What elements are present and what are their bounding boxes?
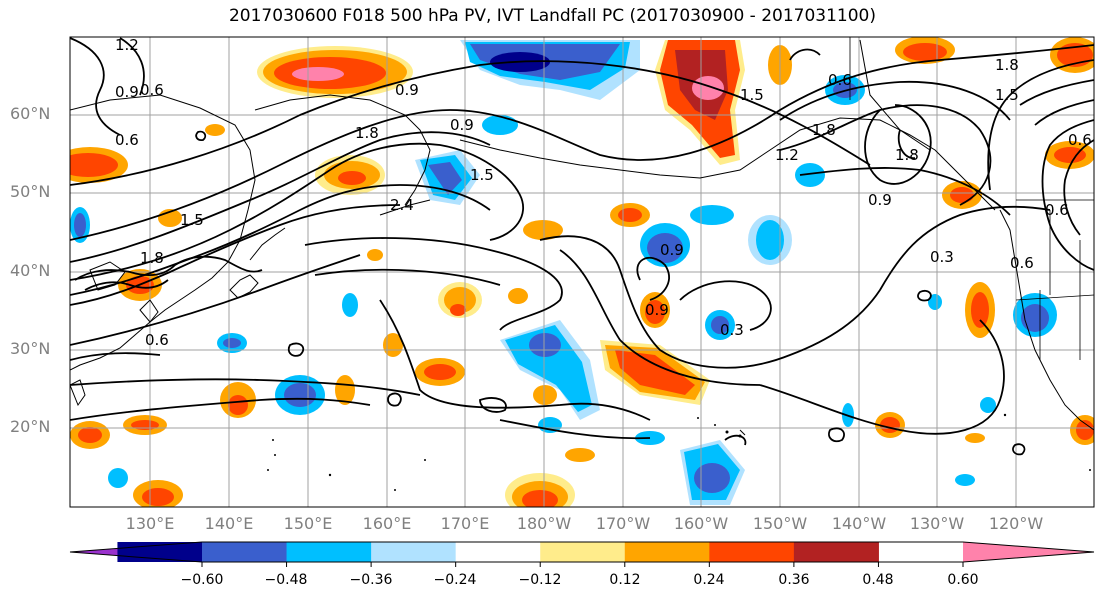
contour-label: 0.9 xyxy=(395,81,419,99)
contour-label: 0.3 xyxy=(720,321,744,339)
pv-anomaly-negative-kamchatka xyxy=(415,115,518,205)
contour-label: 1.8 xyxy=(895,146,919,164)
contour-label: 0.6 xyxy=(140,81,164,99)
lat-label: 50°N xyxy=(10,182,51,201)
colorbar-segment xyxy=(286,542,372,562)
pv-anomaly-mid-pacific xyxy=(342,75,865,340)
colorbar-tick-label: −0.48 xyxy=(264,572,308,588)
lon-label: 140°W xyxy=(831,514,887,533)
contour-labels: 1.2 0.9 0.6 0.6 1.8 1.5 0.9 1.5 0.9 0.6 … xyxy=(115,36,1092,349)
pv-anomaly-positive-west-edge xyxy=(70,147,128,243)
contour-label: 0.6 xyxy=(1010,254,1034,272)
lon-label: 140°E xyxy=(204,514,254,533)
contour-label: 0.6 xyxy=(828,71,852,89)
contour-label: 1.8 xyxy=(812,121,836,139)
colorbar-segment xyxy=(624,542,710,562)
contour-label: 0.9 xyxy=(645,301,669,319)
lat-label: 40°N xyxy=(10,261,51,280)
colorbar-tick-label: −0.24 xyxy=(433,572,477,588)
contour-label: 0.9 xyxy=(450,116,474,134)
colorbar-segment xyxy=(540,542,626,562)
contour-label: 1.5 xyxy=(470,166,494,184)
contour-label: 0.9 xyxy=(660,241,684,259)
lat-label: 60°N xyxy=(10,104,51,123)
colorbar-tick-label: 0.48 xyxy=(862,572,894,588)
map-frame xyxy=(69,36,1095,508)
lon-label: 180°W xyxy=(516,514,572,533)
pv-anomaly-positive-north-pacific-west xyxy=(257,46,413,98)
lon-label: 170°W xyxy=(595,514,651,533)
colorbar-extension-max xyxy=(963,542,1094,562)
contour-label: 0.6 xyxy=(1068,131,1092,149)
contour-label: 1.8 xyxy=(140,249,164,267)
contour-label: 1.5 xyxy=(180,211,204,229)
lon-label: 130°E xyxy=(125,514,175,533)
contour-label: 0.6 xyxy=(1045,201,1069,219)
lon-label: 130°W xyxy=(909,514,965,533)
lon-label: 150°W xyxy=(752,514,808,533)
contour-label: 0.3 xyxy=(930,248,954,266)
colorbar-tick-label: −0.36 xyxy=(349,572,393,588)
map-title: 2017030600 F018 500 hPa PV, IVT Landfall… xyxy=(228,6,876,26)
contour-label: 0.6 xyxy=(115,131,139,149)
colorbar-segment xyxy=(793,542,879,562)
contour-label: 1.2 xyxy=(775,146,799,164)
coastlines xyxy=(70,39,1094,436)
pv-anomaly-west-coast xyxy=(928,181,1057,338)
pv-anomaly-southern xyxy=(108,397,1094,507)
colorbar-tick-label: 0.36 xyxy=(778,572,810,588)
pv-anomaly-subtropical xyxy=(70,320,710,449)
contour-label: 0.9 xyxy=(868,191,892,209)
colorbar-tick-label: −0.60 xyxy=(180,572,224,588)
lon-label: 120°W xyxy=(988,514,1044,533)
colorbar-tick-label: 0.24 xyxy=(693,572,725,588)
pv-anomaly-positive-alaska xyxy=(655,40,745,165)
colorbar-segment xyxy=(709,542,795,562)
colorbar-tick-label: 0.60 xyxy=(947,572,979,588)
contour-label: 0.9 xyxy=(115,83,139,101)
lat-label: 20°N xyxy=(10,417,51,436)
lat-label: 30°N xyxy=(10,339,51,358)
lon-label: 160°W xyxy=(673,514,729,533)
contour-label: 1.8 xyxy=(995,56,1019,74)
contour-label: 0.6 xyxy=(145,331,169,349)
colorbar-tick-label: −0.12 xyxy=(518,572,562,588)
colorbar-tick-label: 0.12 xyxy=(609,572,641,588)
colorbar xyxy=(69,541,1095,567)
ivt-contours xyxy=(70,37,1094,456)
contour-label: 1.8 xyxy=(355,124,379,142)
colorbar-segment xyxy=(371,542,457,562)
contour-label: 1.5 xyxy=(995,86,1019,104)
pv-anomaly-negative-bering xyxy=(460,40,640,100)
colorbar-segment xyxy=(202,542,288,562)
lon-label: 170°E xyxy=(440,514,490,533)
contour-label: 1.5 xyxy=(740,86,764,104)
lon-label: 160°E xyxy=(362,514,412,533)
contour-label: 2.4 xyxy=(390,196,414,214)
contour-label: 1.2 xyxy=(115,36,139,54)
colorbar-segment xyxy=(455,542,541,562)
lon-label: 150°E xyxy=(283,514,333,533)
